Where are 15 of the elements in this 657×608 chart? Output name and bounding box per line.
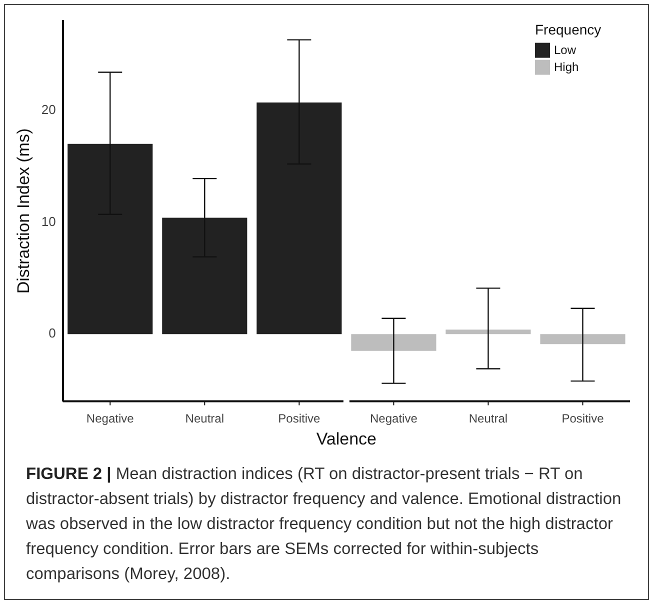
x-axis-title: Valence [316,429,377,448]
y-axis-title: Distraction Index (ms) [14,128,33,294]
y-tick-label: 20 [41,102,56,117]
x-tick-label: Positive [562,412,604,426]
x-tick-label: Negative [86,412,134,426]
x-tick-label: Positive [278,412,320,426]
y-tick-label: 10 [41,214,56,229]
x-tick-label: Neutral [185,412,224,426]
legend-label: Low [554,43,576,58]
legend-label: High [554,60,579,74]
x-tick-label: Neutral [468,412,508,426]
x-tick-label: Negative [370,412,418,426]
caption: FIGURE 2 | Mean distraction indices (RT on distractor-present trials − RT on distractor-absent trials) by distractor frequency and valence. Emotional distraction was observed in the low distractor frequency condition but not the high distractor frequency condition. Error bars are SEMs corrected for within-subjects comparisons (Morey, 2008). [26,465,622,583]
legend-title: Frequency [535,22,602,38]
y-tick-label: 0 [48,326,56,341]
